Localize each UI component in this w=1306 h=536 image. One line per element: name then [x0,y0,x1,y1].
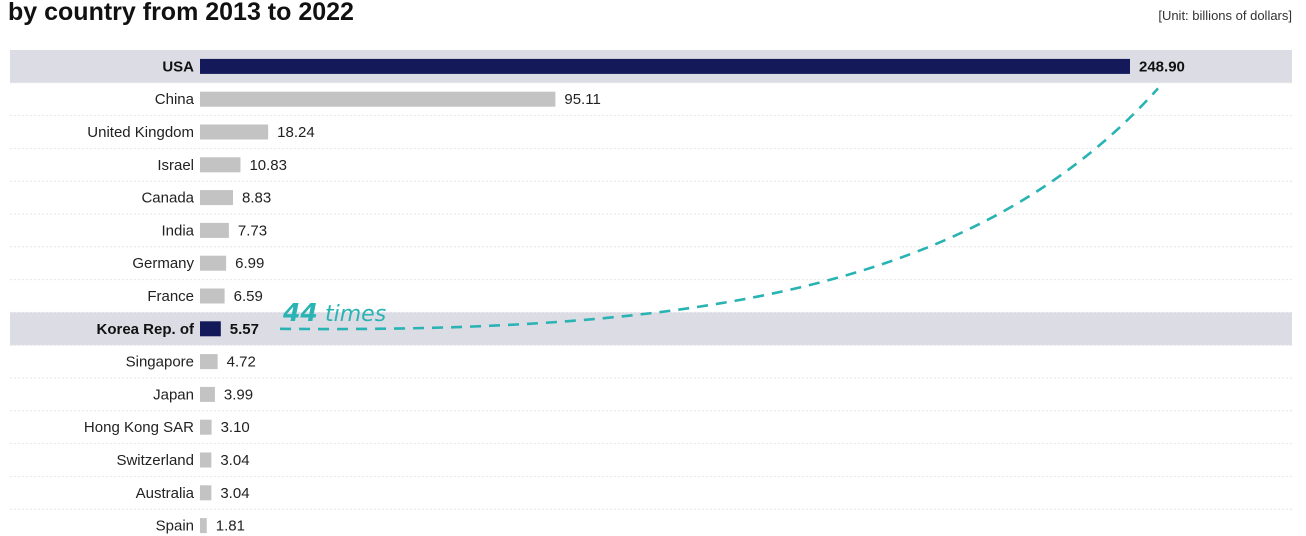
bar-spain [200,518,207,534]
chart-title: by country from 2013 to 2022 [8,0,354,26]
value-label-france: 6.59 [234,288,263,305]
bar-row-hong-kong-sar: Hong Kong SAR 3.10 [10,419,1292,445]
bar-row-australia: Australia 3.04 [10,485,1292,510]
value-label-korea-rep-of: 5.57 [230,321,259,338]
bar-row-usa: USA 248.90 [10,50,1292,84]
annotation-curve [279,87,1159,331]
highlight-band-korea-rep-of [10,312,1292,346]
value-label-australia: 3.04 [220,485,249,502]
bar-china [200,91,556,107]
bar-row-korea-rep-of: Korea Rep. of 5.57 [10,312,1292,346]
category-label-switzerland: Switzerland [116,452,194,469]
category-label-singapore: Singapore [126,354,194,371]
bar-japan [200,386,215,402]
bar-hong-kong-sar [200,419,212,435]
bar-row-france: France 6.59 [10,288,1292,313]
annotation-number: 44 [282,298,318,327]
category-label-australia: Australia [136,485,195,502]
value-label-germany: 6.99 [235,255,264,272]
bar-india [200,222,229,238]
bar-israel [200,157,241,173]
value-label-canada: 8.83 [242,190,271,207]
bar-canada [200,190,233,206]
category-label-germany: Germany [132,255,194,272]
bar-row-germany: Germany 6.99 [10,255,1292,281]
bar-row-india: India 7.73 [10,222,1292,248]
category-label-china: China [155,91,195,108]
bar-france [200,288,225,304]
value-label-switzerland: 3.04 [220,452,249,469]
category-label-spain: Spain [156,518,194,535]
bar-australia [200,485,212,501]
bar-singapore [200,354,218,370]
unit-label: [Unit: billions of dollars] [1158,8,1292,23]
bar-row-israel: Israel 10.83 [10,157,1292,182]
value-label-spain: 1.81 [216,518,245,535]
bar-row-china: China 95.11 [10,91,1292,117]
value-label-india: 7.73 [238,222,267,239]
bar-row-singapore: Singapore 4.72 [10,354,1292,379]
category-label-india: India [161,222,194,239]
value-label-china: 95.11 [564,91,600,108]
bar-row-spain: Spain 1.81 [156,518,245,535]
bar-row-japan: Japan 3.99 [10,386,1292,412]
value-label-singapore: 4.72 [227,354,256,371]
value-label-united-kingdom: 18.24 [277,124,315,141]
category-label-usa: USA [162,58,194,75]
bar-usa [200,58,1130,74]
bar-switzerland [200,452,212,468]
value-label-usa: 248.90 [1139,58,1185,75]
bar-korea-rep-of [200,321,221,337]
category-label-france: France [147,288,194,305]
category-label-japan: Japan [153,386,194,403]
category-label-united-kingdom: United Kingdom [87,124,194,141]
category-label-hong-kong-sar: Hong Kong SAR [84,419,194,436]
bar-row-switzerland: Switzerland 3.04 [10,452,1292,477]
bar-row-united-kingdom: United Kingdom 18.24 [10,124,1292,149]
chart-rows: USA 248.90 China 95.11 United Kingdom 18.24 Is… [10,50,1292,535]
bar-row-canada: Canada 8.83 [10,190,1292,215]
bar-united-kingdom [200,124,269,140]
bar-germany [200,255,227,271]
value-label-japan: 3.99 [224,386,253,403]
value-label-israel: 10.83 [249,157,287,174]
annotation-word: times [325,302,386,327]
category-label-canada: Canada [141,190,194,207]
category-label-israel: Israel [157,157,194,174]
value-label-hong-kong-sar: 3.10 [221,419,250,436]
category-label-korea-rep-of: Korea Rep. of [96,321,195,338]
